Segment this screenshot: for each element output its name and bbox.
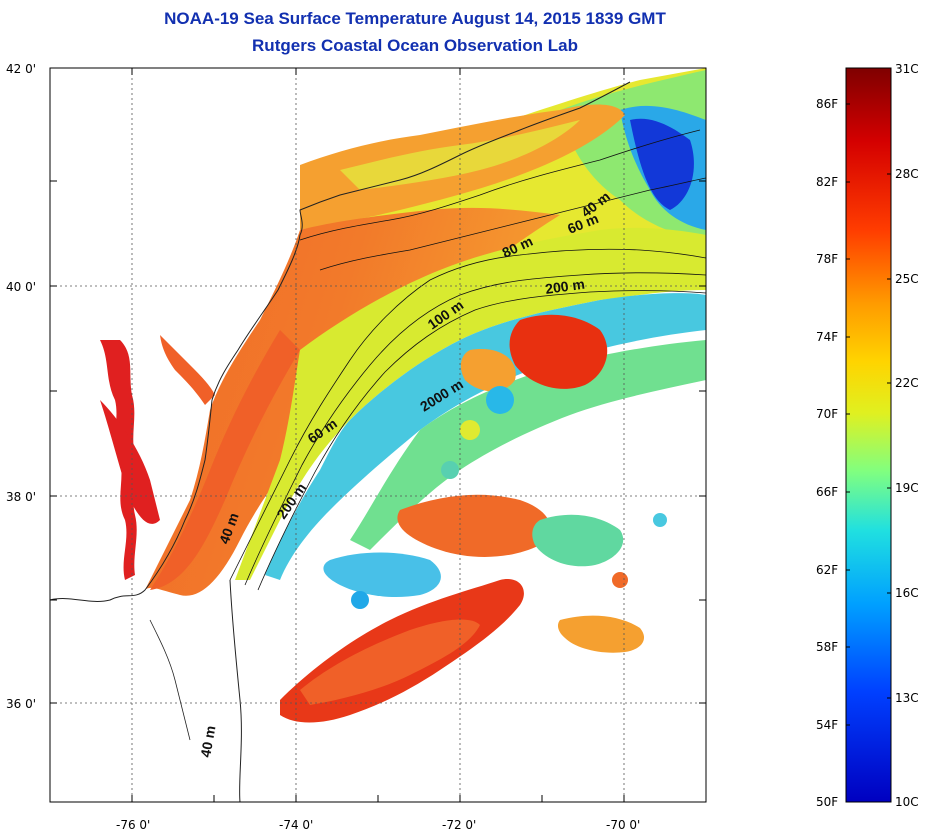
map-title: NOAA-19 Sea Surface Temperature August 1… <box>164 9 666 28</box>
c-label: 16C <box>895 586 919 600</box>
f-label: 58F <box>816 640 838 654</box>
lat-lon-grid <box>50 68 706 802</box>
sst-imagery: 40 m 60 m 80 m 200 m 100 m 2000 m 60 m 2… <box>50 68 706 802</box>
f-label: 66F <box>816 485 838 499</box>
contour-label: 200 m <box>544 276 586 297</box>
c-label: 25C <box>895 272 919 286</box>
frame-ticks <box>50 68 706 802</box>
longitude-labels: -76 0' -74 0' -72 0' -70 0' <box>116 818 640 832</box>
map-subtitle: Rutgers Coastal Ocean Observation Lab <box>252 36 578 55</box>
f-label: 62F <box>816 563 838 577</box>
f-label: 54F <box>816 718 838 732</box>
f-label: 86F <box>816 97 838 111</box>
lat-label: 36 0' <box>6 697 36 711</box>
color-bar-gradient <box>845 67 892 803</box>
latitude-labels: 42 0' 40 0' 38 0' 36 0' <box>6 62 36 711</box>
f-label: 50F <box>816 795 838 809</box>
f-label: 74F <box>816 330 838 344</box>
lat-label: 42 0' <box>6 62 36 76</box>
color-bar: 86F 82F 78F 74F 70F 66F 62F 58F 54F 50F … <box>816 62 919 809</box>
f-label: 78F <box>816 252 838 266</box>
c-label: 31C <box>895 62 919 76</box>
c-label: 13C <box>895 691 919 705</box>
lat-label: 38 0' <box>6 490 36 504</box>
celsius-labels: 31C 28C 25C 22C 19C 16C 13C 10C <box>895 62 919 809</box>
c-label: 22C <box>895 376 919 390</box>
c-label: 10C <box>895 795 919 809</box>
lon-label: -70 0' <box>606 818 640 832</box>
lon-label: -76 0' <box>116 818 150 832</box>
lon-label: -72 0' <box>442 818 476 832</box>
fahrenheit-labels: 86F 82F 78F 74F 70F 66F 62F 58F 54F 50F <box>816 97 838 809</box>
c-label: 19C <box>895 481 919 495</box>
lat-label: 40 0' <box>6 280 36 294</box>
c-label: 28C <box>895 167 919 181</box>
f-label: 70F <box>816 407 838 421</box>
f-label: 82F <box>816 175 838 189</box>
contour-label: 40 m <box>197 724 218 758</box>
lon-label: -74 0' <box>279 818 313 832</box>
